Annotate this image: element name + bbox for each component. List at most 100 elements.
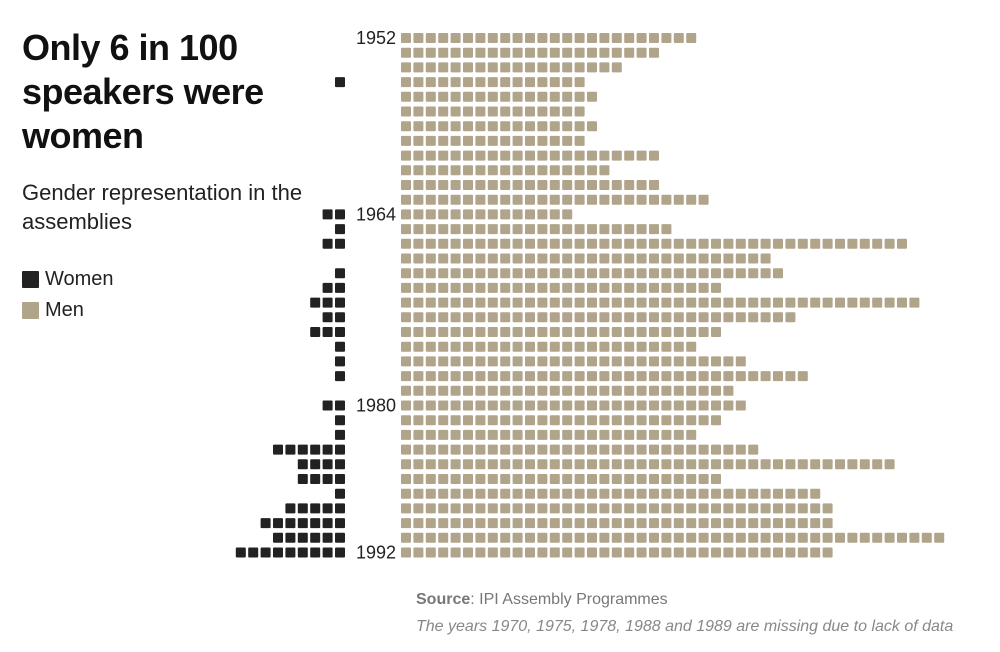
men-square: [624, 547, 635, 558]
men-square: [649, 268, 659, 279]
men-square: [661, 415, 672, 426]
men-square: [785, 312, 796, 323]
row-1958: [401, 121, 597, 132]
men-square: [500, 77, 511, 88]
men-square: [525, 91, 535, 102]
men-square: [425, 47, 436, 58]
men-square: [525, 282, 535, 293]
men-square: [636, 488, 647, 499]
men-square: [537, 209, 548, 220]
men-square: [512, 106, 523, 117]
men-square: [512, 253, 523, 264]
men-square: [512, 474, 523, 484]
men-square: [401, 194, 411, 205]
men-square: [425, 121, 436, 132]
men-square: [438, 415, 449, 426]
men-square: [450, 47, 461, 58]
men-square: [661, 297, 672, 308]
men-square: [438, 62, 449, 73]
men-square: [512, 165, 523, 176]
men-square: [425, 253, 436, 264]
men-square: [450, 356, 461, 367]
men-square: [673, 268, 684, 279]
women-square: [310, 474, 321, 484]
men-square: [475, 121, 486, 132]
men-square: [475, 474, 486, 484]
men-square: [463, 253, 473, 264]
men-square: [847, 238, 858, 249]
men-square: [525, 444, 535, 455]
men-square: [401, 385, 411, 396]
men-square: [401, 459, 411, 470]
men-square: [463, 503, 473, 514]
men-square: [549, 547, 560, 558]
women-square: [322, 209, 333, 220]
women-square: [335, 268, 345, 279]
men-square: [686, 532, 697, 543]
men-square: [512, 371, 523, 382]
men-square: [512, 194, 523, 205]
men-square: [611, 474, 622, 484]
source: Source: IPI Assembly Programmes: [416, 591, 668, 609]
men-square: [599, 341, 610, 352]
men-square: [525, 135, 535, 146]
men-square: [487, 253, 498, 264]
men-square: [475, 106, 486, 117]
women-square: [260, 518, 271, 529]
men-square: [723, 400, 734, 411]
men-square: [425, 312, 436, 323]
men-square: [587, 224, 597, 235]
men-square: [587, 180, 597, 190]
men-square: [438, 474, 449, 484]
men-square: [698, 415, 709, 426]
men-square: [500, 385, 511, 396]
men-square: [512, 282, 523, 293]
men-square: [760, 488, 771, 499]
women-square: [335, 459, 345, 470]
men-square: [624, 194, 635, 205]
men-square: [797, 518, 808, 529]
men-square: [562, 224, 573, 235]
men-square: [574, 150, 585, 161]
men-square: [413, 474, 424, 484]
men-square: [450, 282, 461, 293]
men-square: [773, 312, 783, 323]
row-1980: [322, 400, 746, 411]
women-square: [310, 297, 321, 308]
men-square: [438, 327, 449, 337]
men-square: [512, 297, 523, 308]
men-square: [785, 547, 796, 558]
men-square: [450, 33, 461, 43]
men-square: [723, 371, 734, 382]
men-square: [487, 488, 498, 499]
men-square: [711, 297, 721, 308]
men-square: [735, 238, 746, 249]
men-square: [500, 312, 511, 323]
men-square: [810, 532, 821, 543]
men-square: [686, 238, 697, 249]
men-square: [686, 371, 697, 382]
men-square: [487, 356, 498, 367]
men-square: [698, 371, 709, 382]
men-square: [624, 180, 635, 190]
men-square: [401, 444, 411, 455]
men-square: [574, 327, 585, 337]
men-square: [661, 238, 672, 249]
men-square: [475, 341, 486, 352]
men-square: [562, 33, 573, 43]
men-square: [512, 150, 523, 161]
women-square: [297, 459, 308, 470]
men-square: [698, 503, 709, 514]
row-1985: [297, 474, 721, 484]
men-square: [760, 268, 771, 279]
men-square: [562, 268, 573, 279]
men-square: [599, 165, 610, 176]
men-square: [425, 209, 436, 220]
men-square: [549, 429, 560, 440]
men-square: [487, 371, 498, 382]
women-square: [322, 400, 333, 411]
men-square: [413, 33, 424, 43]
men-square: [686, 253, 697, 264]
men-square: [587, 33, 597, 43]
women-square: [335, 400, 345, 411]
